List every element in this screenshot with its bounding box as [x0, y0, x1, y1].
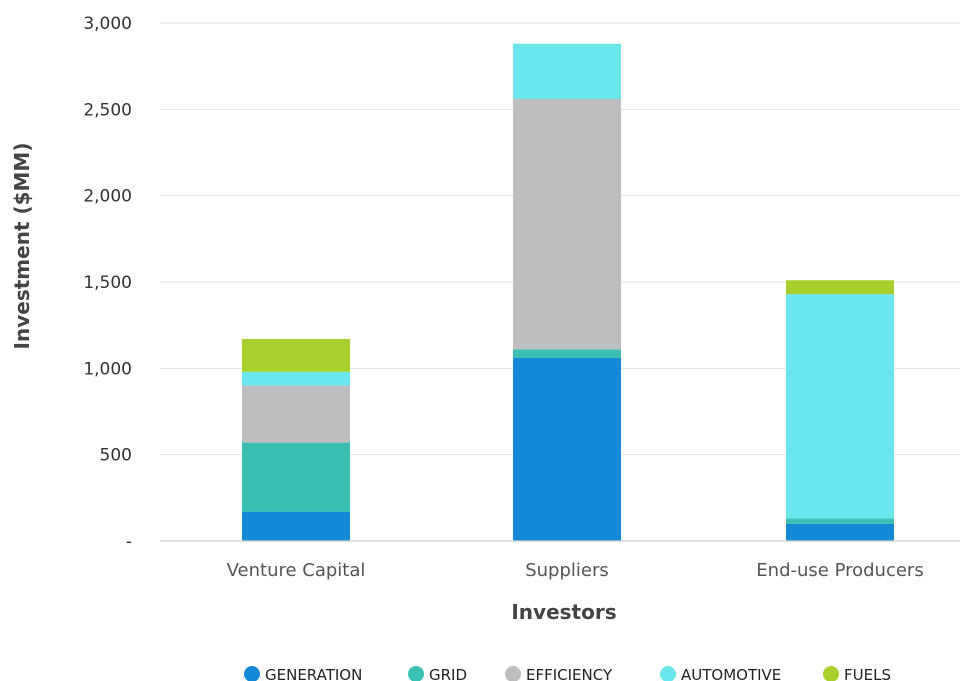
- legend-marker: [244, 666, 260, 681]
- legend-item: GRID: [408, 666, 467, 681]
- legend-marker: [823, 666, 839, 681]
- x-axis-categories: Venture Capital Suppliers End-use Producer…: [227, 560, 924, 581]
- legend-label: EFFICIENCY: [526, 666, 613, 681]
- y-axis-title: Investment ($MM): [10, 143, 34, 350]
- y-tick-label: 2,500: [83, 100, 132, 120]
- legend-marker: [660, 666, 676, 681]
- legend-item: FUELS: [823, 666, 891, 681]
- legend-label: AUTOMOTIVE: [681, 666, 781, 681]
- legend-item: AUTOMOTIVE: [660, 666, 781, 681]
- legend-item: EFFICIENCY: [505, 666, 613, 681]
- bar-segment: [242, 338, 350, 372]
- legend-marker: [505, 666, 521, 681]
- bar-segment: [242, 442, 350, 512]
- x-axis-title: Investors: [511, 600, 616, 624]
- bar-segment: [786, 523, 894, 541]
- bar-segment: [786, 518, 894, 524]
- y-tick-label: 500: [100, 446, 132, 466]
- y-tick-label: 3,000: [83, 14, 132, 34]
- x-tick-label: Suppliers: [525, 560, 609, 581]
- y-tick-label: 1,000: [83, 359, 132, 379]
- bar-segment: [786, 294, 894, 519]
- legend-label: GRID: [429, 666, 467, 681]
- y-tick-label: 2,000: [83, 187, 132, 207]
- bar-segment: [513, 98, 621, 350]
- x-tick-label: Venture Capital: [227, 560, 366, 581]
- legend-marker: [408, 666, 424, 681]
- bar-segment: [786, 280, 894, 295]
- legend: GENERATION GRID EFFICIENCY AUTOMOTIVE FUELS: [244, 666, 891, 681]
- legend-label: FUELS: [844, 666, 891, 681]
- x-tick-label: End-use Producers: [756, 560, 923, 581]
- legend-label: GENERATION: [265, 666, 362, 681]
- y-tick-label: -: [126, 532, 132, 552]
- bar-segment: [242, 385, 350, 443]
- bar-segment: [242, 511, 350, 541]
- bar-segment: [513, 43, 621, 99]
- bar-segment: [242, 371, 350, 386]
- bars: [242, 43, 894, 541]
- y-tick-label: 1,500: [83, 273, 132, 293]
- bar-segment: [513, 357, 621, 541]
- bar-segment: [513, 349, 621, 358]
- legend-item: GENERATION: [244, 666, 362, 681]
- y-axis-ticks: - 500 1,000 1,500 2,000 2,500 3,000: [83, 14, 132, 552]
